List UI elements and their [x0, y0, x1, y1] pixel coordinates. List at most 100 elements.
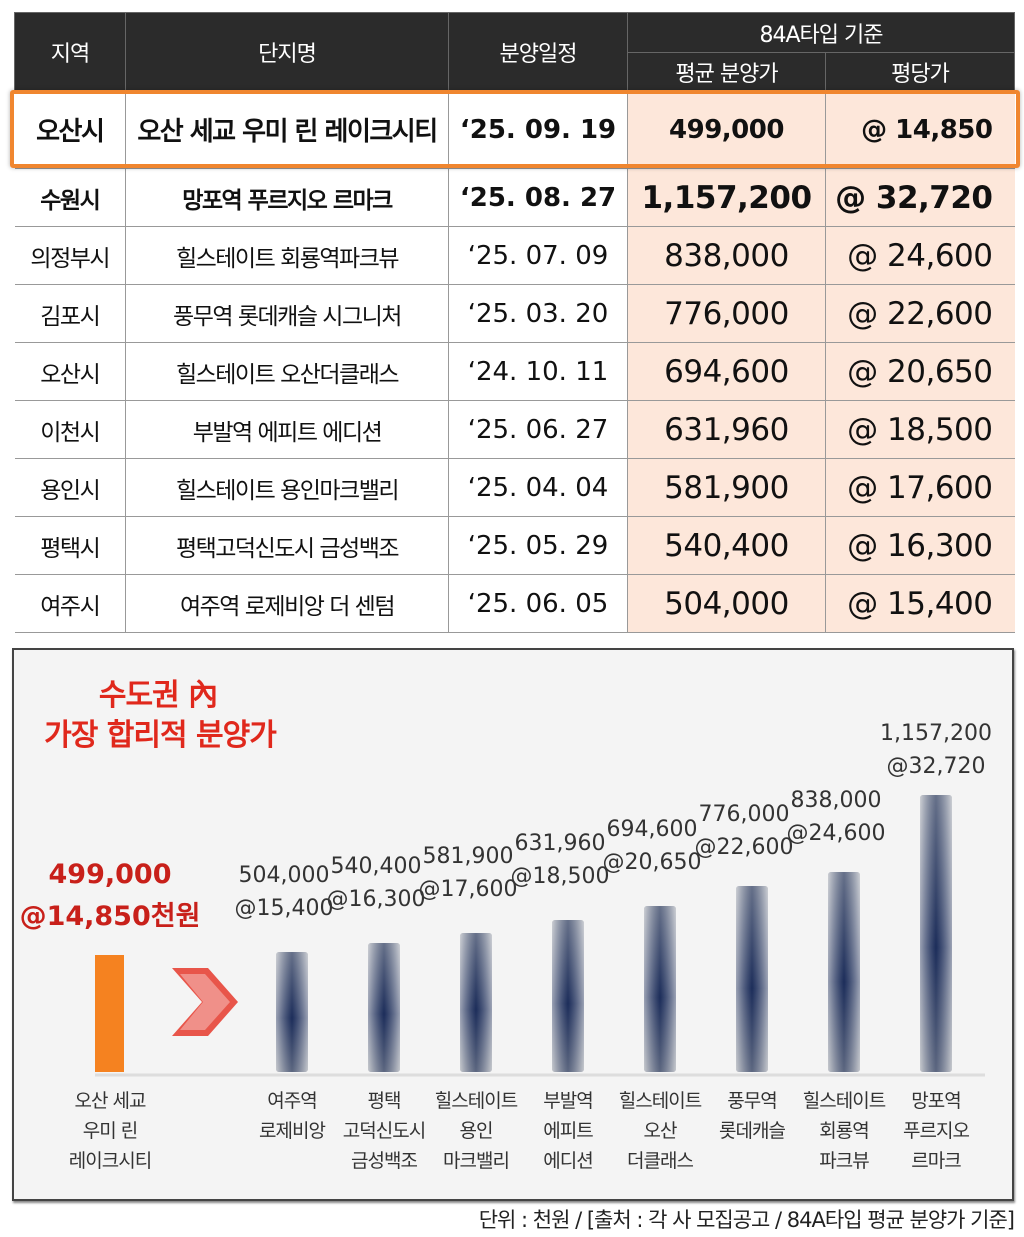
cell-region: 여주시 [14, 574, 126, 633]
cell-complex: 풍무역 롯데캐슬 시그니처 [125, 284, 449, 343]
cell-complex: 힐스테이트 회룡역파크뷰 [125, 226, 449, 285]
bar-per-label: @16,300 [327, 887, 426, 912]
category-label: 힐스테이트 [435, 1090, 518, 1112]
table-row: 오산시 오산 세교 우미 린 레이크시티 ‘25. 09. 19 499,000 @ 1… [14, 90, 1015, 169]
cell-region: 오산시 [14, 342, 126, 401]
table-row: 용인시 힐스테이트 용인마크밸리 ‘25. 04. 04 581,900 @ 17,60… [14, 458, 1015, 517]
header-complex: 단지명 [125, 12, 449, 91]
chart-title-line: 가장 합리적 분양가 [44, 718, 277, 753]
cell-avg-price: 631,960 [627, 400, 826, 459]
cell-region: 이천시 [14, 400, 126, 459]
category-label: 고덕신도시 [343, 1120, 425, 1142]
cell-region: 오산시 [14, 90, 126, 169]
footnote: 단위 : 천원 / [출처 : 각 사 모집공고 / 84A타입 평균 분양가 … [478, 1208, 1015, 1232]
cell-schedule: ‘25. 08. 27 [448, 168, 628, 227]
category-label: 망포역 [911, 1090, 960, 1112]
bar-value-label: 631,960 [515, 831, 606, 856]
bar-per-label: @17,600 [419, 877, 518, 902]
bar-shade [828, 872, 860, 1072]
cell-per-pyeong: @ 18,500 [825, 400, 1015, 459]
cell-complex: 망포역 푸르지오 르마크 [125, 168, 449, 227]
cell-avg-price: 504,000 [627, 574, 826, 633]
category-label: 풍무역 [727, 1090, 776, 1112]
cell-region: 의정부시 [14, 226, 126, 285]
bar-value-label: 540,400 [331, 854, 422, 879]
cell-avg-price: 1,157,200 [627, 168, 826, 227]
bar-shade [368, 943, 400, 1072]
cell-schedule: ‘25. 06. 05 [448, 574, 628, 633]
bar-value-label: 694,600 [607, 817, 698, 842]
table-row: 의정부시 힐스테이트 회룡역파크뷰 ‘25. 07. 09 838,000 @ 24,6… [14, 226, 1015, 285]
bar-shade [920, 795, 952, 1072]
bar-value-label: 581,900 [423, 844, 514, 869]
cell-per-pyeong: @ 14,850 [825, 90, 1015, 169]
bar-per-label: @15,400 [235, 896, 334, 921]
cell-region: 김포시 [14, 284, 126, 343]
cell-schedule: ‘24. 10. 11 [448, 342, 628, 401]
bar-per-label: @24,600 [787, 821, 886, 846]
category-label: 에피트 [543, 1120, 593, 1142]
table-row: 수원시 망포역 푸르지오 르마크 ‘25. 08. 27 1,157,200 @ 32,… [14, 168, 1015, 227]
cell-complex: 힐스테이트 오산더클래스 [125, 342, 449, 401]
cell-complex: 오산 세교 우미 린 레이크시티 [125, 90, 449, 169]
cell-per-pyeong: @ 24,600 [825, 226, 1015, 285]
category-label: 용인 [460, 1120, 493, 1142]
cell-region: 용인시 [14, 458, 126, 517]
category-label: 부발역 [543, 1090, 592, 1112]
header-avg-price: 평균 분양가 [627, 52, 826, 91]
bar-shade [276, 952, 308, 1072]
bar-shade [552, 920, 584, 1072]
cell-schedule: ‘25. 04. 04 [448, 458, 628, 517]
cell-schedule: ‘25. 07. 09 [448, 226, 628, 285]
cell-avg-price: 540,400 [627, 516, 826, 575]
chart-title-line: 수도권 內 [99, 678, 217, 713]
cell-complex: 평택고덕신도시 금성백조 [125, 516, 449, 575]
bar-per-label: @20,650 [603, 850, 702, 875]
category-label: 롯데캐슬 [719, 1120, 785, 1142]
table-row: 김포시 풍무역 롯데캐슬 시그니처 ‘25. 03. 20 776,000 @ 22,6… [14, 284, 1015, 343]
bar-per-label: @18,500 [511, 864, 610, 889]
cell-per-pyeong: @ 32,720 [825, 168, 1015, 227]
category-label: 르마크 [911, 1150, 961, 1172]
cell-complex: 부발역 에피트 에디션 [125, 400, 449, 459]
cell-per-pyeong: @ 22,600 [825, 284, 1015, 343]
category-label: 힐스테이트 [803, 1090, 886, 1112]
category-label: 금성백조 [351, 1150, 417, 1172]
table-row: 평택시 평택고덕신도시 금성백조 ‘25. 05. 29 540,400 @ 16,30… [14, 516, 1015, 575]
cell-per-pyeong: @ 20,650 [825, 342, 1015, 401]
cell-schedule: ‘25. 06. 27 [448, 400, 628, 459]
category-label: 힐스테이트 [619, 1090, 702, 1112]
cell-avg-price: 499,000 [627, 90, 826, 169]
chevron-highlight [180, 974, 230, 1030]
bar-value-label: 776,000 [699, 802, 790, 827]
cell-avg-price: 776,000 [627, 284, 826, 343]
category-label: 평택 [368, 1090, 401, 1112]
chevron-right-icon [172, 968, 238, 1036]
bar-per-label: @32,720 [887, 754, 986, 779]
bar-shade [460, 933, 492, 1072]
category-label: 에디션 [543, 1150, 592, 1172]
highlight-category-label: 우미 린 [83, 1120, 137, 1142]
category-label: 회룡역 [819, 1120, 868, 1142]
cell-per-pyeong: @ 15,400 [825, 574, 1015, 633]
cell-avg-price: 838,000 [627, 226, 826, 285]
highlight-category-label: 오산 세교 [75, 1090, 146, 1112]
cell-complex: 여주역 로제비앙 더 센텀 [125, 574, 449, 633]
category-label: 마크밸리 [443, 1150, 509, 1172]
highlight-bar [95, 955, 124, 1072]
header-region: 지역 [14, 12, 126, 91]
bar-per-label: @22,600 [695, 835, 794, 860]
header-84a-group: 84A타입 기준 [627, 12, 1015, 53]
table-row: 오산시 힐스테이트 오산더클래스 ‘24. 10. 11 694,600 @ 20,65… [14, 342, 1015, 401]
category-label: 여주역 [267, 1090, 316, 1112]
cell-avg-price: 581,900 [627, 458, 826, 517]
cell-region: 수원시 [14, 168, 126, 227]
category-label: 오산 [644, 1120, 677, 1142]
cell-avg-price: 694,600 [627, 342, 826, 401]
table-row: 이천시 부발역 에피트 에디션 ‘25. 06. 27 631,960 @ 18,500 [14, 400, 1015, 459]
bar-shade [736, 886, 768, 1072]
cell-schedule: ‘25. 09. 19 [448, 90, 628, 169]
cell-region: 평택시 [14, 516, 126, 575]
header-per-pyeong: 평당가 [825, 52, 1015, 91]
